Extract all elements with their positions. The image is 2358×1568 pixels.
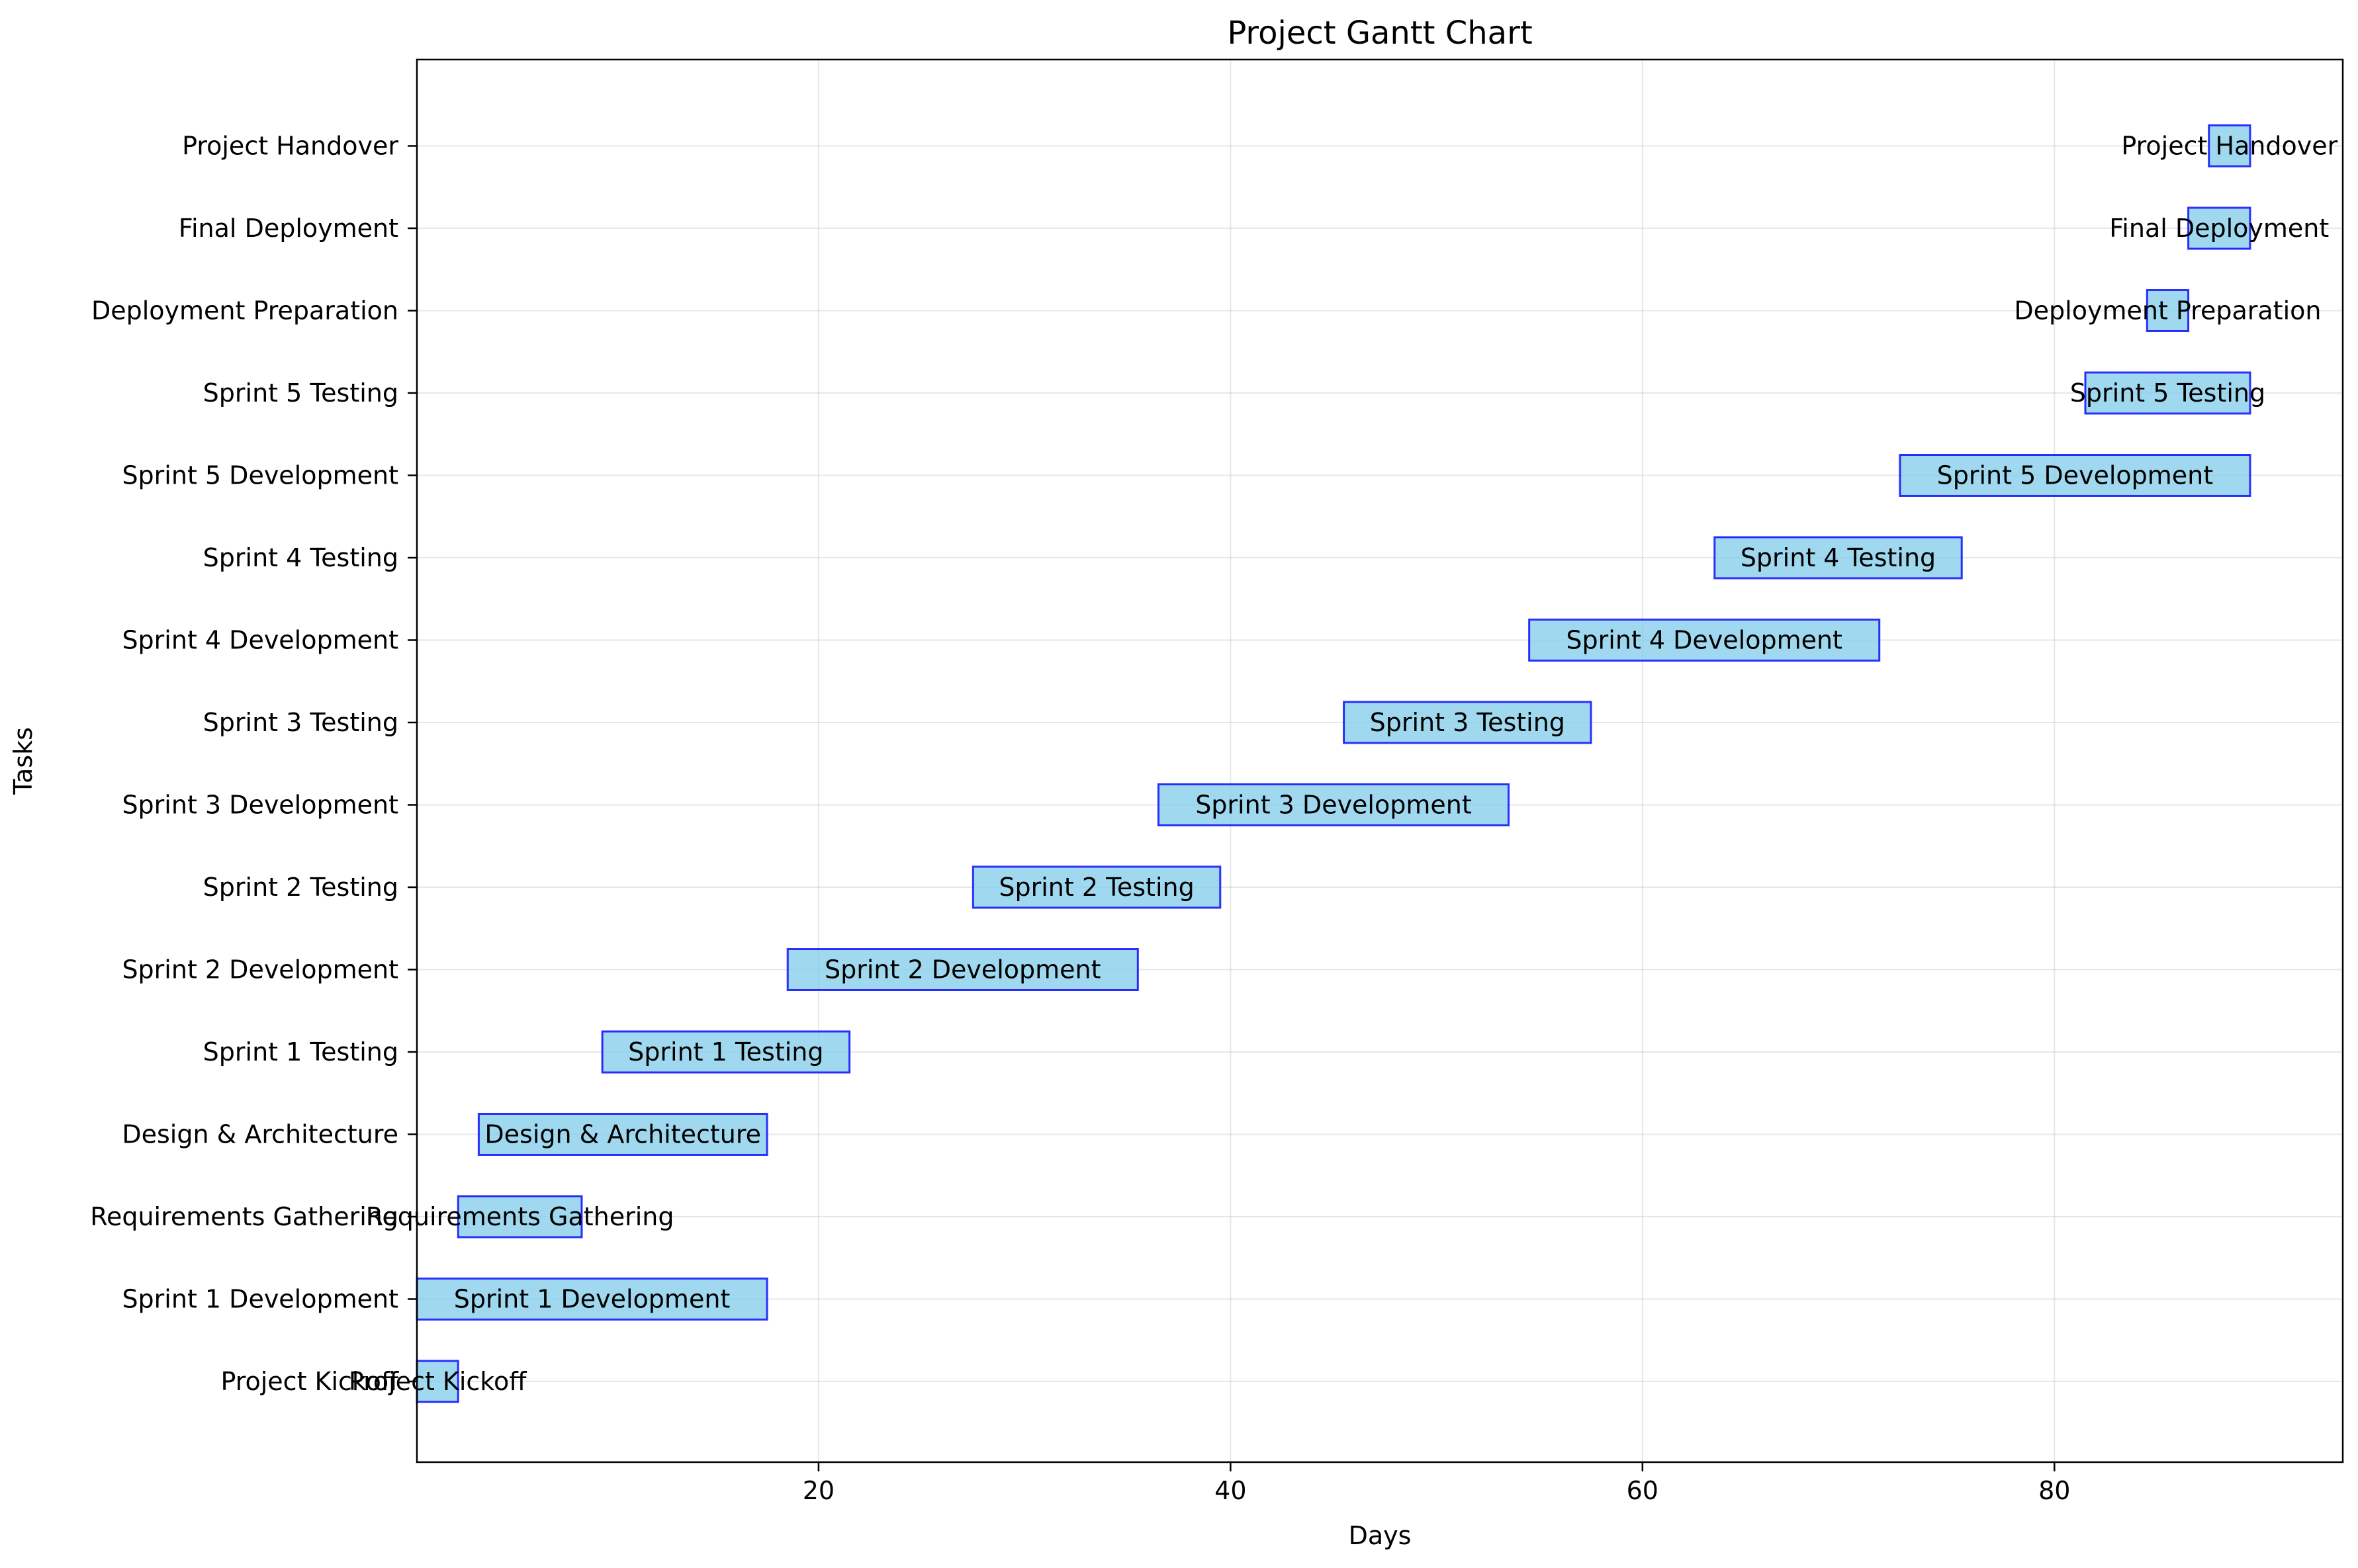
chart-title: Project Gantt Chart — [1227, 15, 1532, 52]
y-tick-label: Sprint 3 Development — [122, 791, 398, 820]
y-tick-label: Deployment Preparation — [91, 296, 398, 326]
ticks-layer: 20 40 60 80 Project Kickoff Sprint 1 Developm… — [90, 132, 2070, 1506]
plot-frame — [416, 58, 2344, 1463]
gantt-bar — [786, 948, 1139, 991]
y-tick-label: Sprint 5 Testing — [203, 378, 398, 408]
y-tick-label: Project Kickoff — [220, 1367, 398, 1396]
gantt-bar-label: Sprint 1 Testing — [628, 1037, 823, 1067]
gantt-bar-label: Sprint 3 Development — [1195, 791, 1472, 820]
gantt-bar-label: Sprint 1 Development — [454, 1285, 731, 1314]
y-tick-label: Final Deployment — [179, 214, 398, 243]
gantt-bar-label: Final Deployment — [2109, 214, 2329, 243]
gantt-bar — [2146, 289, 2190, 332]
gantt-bar — [457, 1195, 583, 1239]
y-tick-label: Design & Architecture — [122, 1120, 398, 1149]
x-tick-label: 20 — [803, 1476, 835, 1505]
y-tick-label: Requirements Gathering — [90, 1202, 398, 1231]
gantt-bar-label: Design & Architecture — [484, 1120, 761, 1149]
gantt-bar — [1713, 536, 1963, 580]
gantt-bar-label: Sprint 4 Development — [1566, 626, 1842, 655]
y-tick-label: Sprint 5 Development — [122, 461, 398, 490]
y-tick-label: Sprint 3 Testing — [203, 708, 398, 737]
gantt-bar — [2187, 206, 2251, 250]
gantt-bar — [1343, 701, 1592, 744]
x-tick-label: 40 — [1214, 1476, 1246, 1505]
gantt-bar-label: Sprint 2 Development — [825, 955, 1101, 984]
gantt-bar — [477, 1113, 768, 1156]
bars-layer — [416, 124, 2251, 1403]
x-tick-label: 80 — [2038, 1476, 2070, 1505]
y-tick-label: Sprint 1 Testing — [203, 1037, 398, 1067]
gantt-bar-label: Project Kickoff — [349, 1367, 527, 1396]
gantt-bar-label: Sprint 2 Testing — [999, 873, 1194, 902]
gantt-bar — [1528, 619, 1881, 662]
gantt-bar — [2084, 371, 2251, 415]
y-tick-label: Sprint 4 Development — [122, 626, 398, 655]
y-tick-label: Sprint 2 Development — [122, 955, 398, 984]
gantt-bar-label: Sprint 3 Testing — [1370, 708, 1565, 737]
gantt-bar — [972, 865, 1222, 909]
y-tick-label: Sprint 2 Testing — [203, 873, 398, 902]
gantt-bar-label: Deployment Preparation — [2014, 296, 2321, 326]
gantt-bar — [1157, 783, 1510, 826]
gantt-bar-label: Project Handover — [2121, 132, 2337, 161]
gantt-bar-label: Sprint 4 Testing — [1741, 543, 1936, 572]
x-tick-label: 60 — [1627, 1476, 1658, 1505]
gantt-bar-label: Sprint 5 Development — [1937, 461, 2214, 490]
y-tick-label: Sprint 1 Development — [122, 1285, 398, 1314]
gantt-bar — [601, 1030, 851, 1074]
y-tick-label: Project Handover — [182, 132, 398, 161]
x-axis-label: Days — [1349, 1521, 1412, 1550]
y-axis-label: Tasks — [9, 727, 38, 795]
gantt-bar-label: Sprint 5 Testing — [2070, 378, 2265, 408]
gantt-bar — [2208, 124, 2251, 167]
y-tick-label: Sprint 4 Testing — [203, 543, 398, 572]
gantt-bar — [1899, 454, 2251, 497]
